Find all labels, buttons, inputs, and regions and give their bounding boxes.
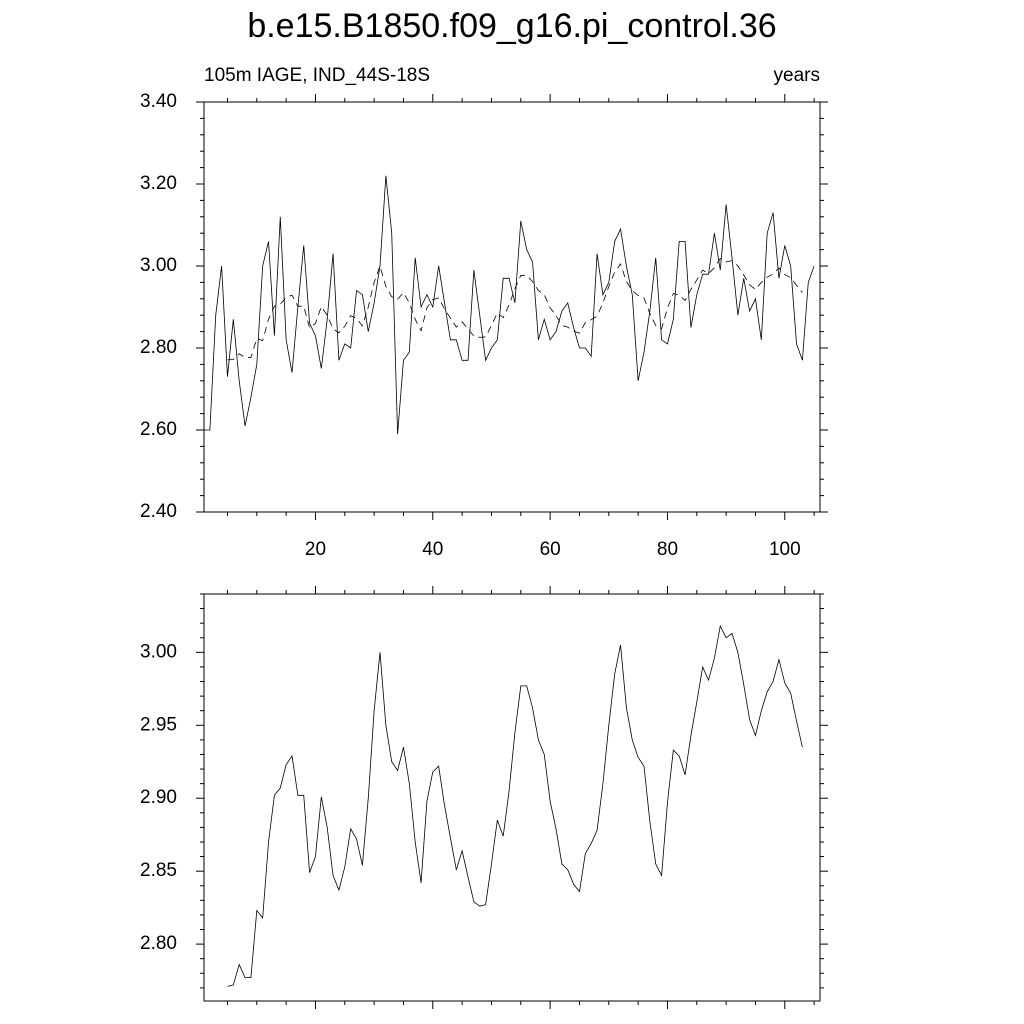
x-tick-label: 20 — [305, 539, 326, 560]
data-line — [227, 624, 803, 987]
data-line — [227, 258, 803, 361]
plot-frame — [203, 101, 821, 513]
y-tick-label: 3.00 — [140, 255, 177, 276]
y-tick-label: 2.80 — [140, 933, 177, 954]
y-tick-label: 2.80 — [140, 337, 177, 358]
y-tick-label: 2.60 — [140, 419, 177, 440]
x-tick-label: 80 — [657, 539, 678, 560]
x-tick-label: 60 — [540, 539, 561, 560]
y-tick-label: 3.40 — [140, 91, 177, 112]
y-tick-label: 2.95 — [140, 714, 177, 735]
y-tick-label: 2.40 — [140, 501, 177, 522]
axis-annotation: years — [774, 65, 820, 86]
data-line — [204, 175, 815, 435]
y-tick-label: 3.20 — [140, 173, 177, 194]
y-tick-label: 3.00 — [140, 641, 177, 662]
y-tick-label: 2.90 — [140, 787, 177, 808]
plot-frame — [203, 593, 821, 1002]
y-tick-label: 2.85 — [140, 860, 177, 881]
x-tick-label: 40 — [422, 539, 443, 560]
chart-title: b.e15.B1850.f09_g16.pi_control.36 — [247, 7, 776, 45]
chart-subtitle: 105m IAGE, IND_44S-18S — [204, 65, 430, 86]
x-tick-label: 100 — [769, 539, 801, 560]
